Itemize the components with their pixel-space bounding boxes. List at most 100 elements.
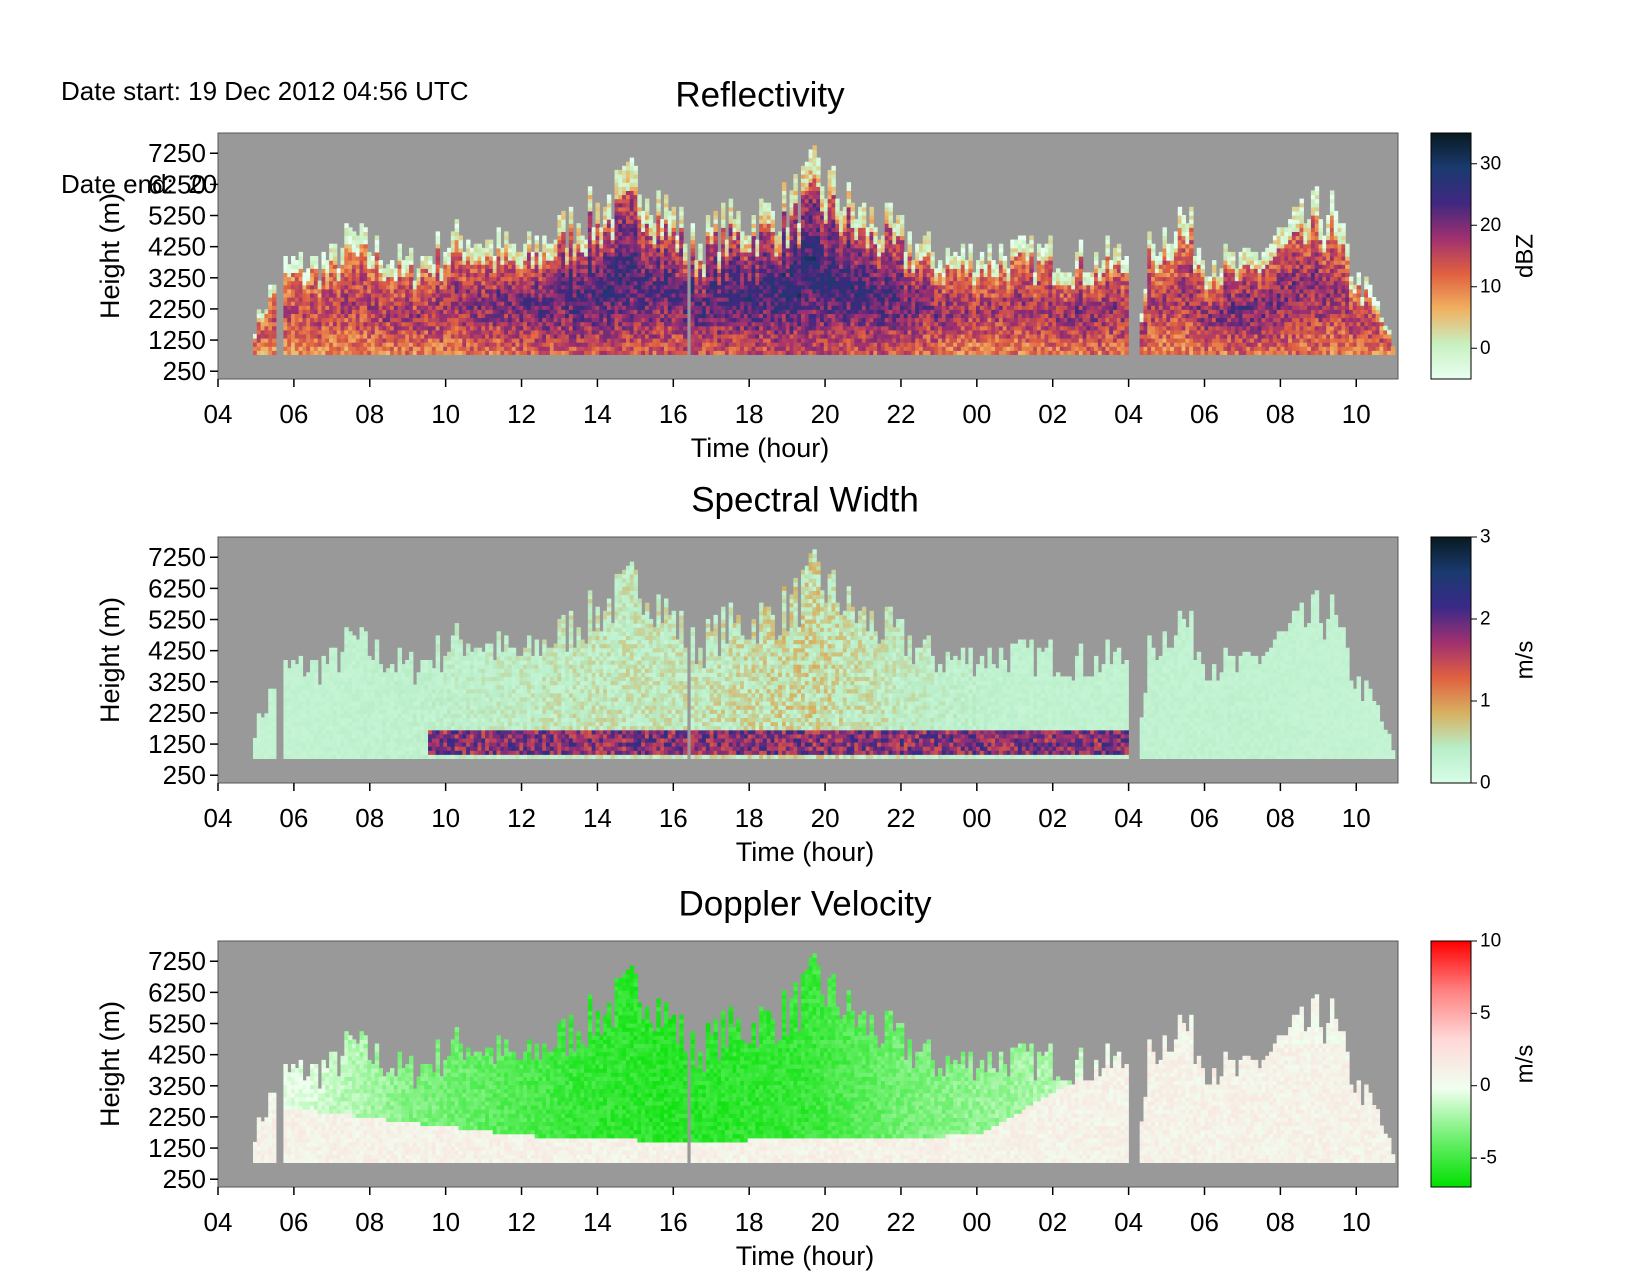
heatmap-cell — [752, 268, 756, 273]
heatmap-cell — [287, 285, 291, 290]
heatmap-cell — [618, 338, 622, 343]
heatmap-cell — [755, 244, 759, 249]
heatmap-cell — [451, 289, 455, 294]
heatmap-cell — [436, 240, 440, 245]
heatmap-cell — [847, 195, 851, 200]
heatmap-cell — [790, 272, 794, 277]
heatmap-cell — [729, 330, 733, 335]
heatmap-cell — [356, 309, 360, 314]
heatmap-cell — [299, 330, 303, 335]
heatmap-cell — [565, 268, 569, 273]
heatmap-cell — [470, 285, 474, 290]
heatmap-cell — [519, 297, 523, 302]
heatmap-cell — [561, 326, 565, 331]
heatmap-cell — [740, 305, 744, 310]
heatmap-cell — [466, 342, 470, 347]
heatmap-cell — [778, 272, 782, 277]
heatmap-cell — [588, 318, 592, 323]
heatmap-cell — [409, 330, 413, 335]
heatmap-cell — [569, 334, 573, 339]
heatmap-cell — [542, 334, 546, 339]
heatmap-cell — [736, 219, 740, 224]
heatmap-cell — [325, 342, 329, 347]
heatmap-cell — [268, 313, 272, 318]
heatmap-cell — [333, 330, 337, 335]
heatmap-cell — [877, 342, 881, 347]
heatmap-cell — [462, 289, 466, 294]
heatmap-cell — [523, 318, 527, 323]
heatmap-cell — [538, 264, 542, 269]
heatmap-cell — [451, 334, 455, 339]
heatmap-cell — [508, 330, 512, 335]
heatmap-cell — [805, 281, 809, 286]
heatmap-cell — [698, 264, 702, 269]
heatmap-cell — [295, 334, 299, 339]
heatmap-cell — [679, 211, 683, 216]
heatmap-cell — [805, 195, 809, 200]
heatmap-cell — [478, 289, 482, 294]
heatmap-cell — [854, 305, 858, 310]
heatmap-cell — [725, 248, 729, 253]
heatmap-cell — [321, 264, 325, 269]
heatmap-cell — [451, 285, 455, 290]
heatmap-cell — [778, 285, 782, 290]
heatmap-cell — [729, 256, 733, 261]
heatmap-cell — [398, 264, 402, 269]
heatmap-cell — [797, 297, 801, 302]
heatmap-cell — [862, 207, 866, 212]
heatmap-cell — [782, 190, 786, 195]
heatmap-cell — [835, 297, 839, 302]
heatmap-cell — [721, 305, 725, 310]
heatmap-cell — [706, 244, 710, 249]
heatmap-cell — [820, 297, 824, 302]
heatmap-cell — [535, 281, 539, 286]
heatmap-cell — [729, 305, 733, 310]
heatmap-cell — [649, 293, 653, 298]
heatmap-cell — [706, 350, 710, 355]
heatmap-cell — [561, 330, 565, 335]
heatmap-cell — [679, 330, 683, 335]
heatmap-cell — [535, 264, 539, 269]
heatmap-cell — [782, 236, 786, 241]
heatmap-cell — [401, 289, 405, 294]
heatmap-cell — [455, 256, 459, 261]
heatmap-cell — [478, 272, 482, 277]
heatmap-cell — [455, 346, 459, 351]
heatmap-cell — [443, 346, 447, 351]
heatmap-cell — [637, 309, 641, 314]
heatmap-cell — [573, 301, 577, 306]
heatmap-cell — [755, 334, 759, 339]
heatmap-cell — [835, 326, 839, 331]
heatmap-cell — [432, 346, 436, 351]
heatmap-cell — [519, 326, 523, 331]
heatmap-cell — [439, 326, 443, 331]
heatmap-cell — [854, 223, 858, 228]
heatmap-cell — [409, 281, 413, 286]
heatmap-cell — [664, 199, 668, 204]
heatmap-cell — [679, 297, 683, 302]
heatmap-cell — [348, 338, 352, 343]
heatmap-cell — [637, 248, 641, 253]
heatmap-cell — [489, 338, 493, 343]
heatmap-cell — [523, 326, 527, 331]
heatmap-cell — [630, 248, 634, 253]
heatmap-cell — [843, 301, 847, 306]
heatmap-cell — [436, 293, 440, 298]
heatmap-cell — [386, 301, 390, 306]
heatmap-cell — [420, 272, 424, 277]
heatmap-cell — [774, 240, 778, 245]
heatmap-cell — [782, 334, 786, 339]
heatmap-cell — [641, 318, 645, 323]
heatmap-cell — [740, 297, 744, 302]
heatmap-cell — [283, 338, 287, 343]
heatmap-cell — [318, 350, 322, 355]
heatmap-cell — [622, 268, 626, 273]
heatmap-cell — [493, 318, 497, 323]
heatmap-cell — [580, 252, 584, 257]
heatmap-cell — [713, 240, 717, 245]
heatmap-cell — [713, 268, 717, 273]
heatmap-cell — [432, 322, 436, 327]
heatmap-cell — [653, 318, 657, 323]
heatmap-cell — [439, 322, 443, 327]
heatmap-cell — [409, 252, 413, 257]
